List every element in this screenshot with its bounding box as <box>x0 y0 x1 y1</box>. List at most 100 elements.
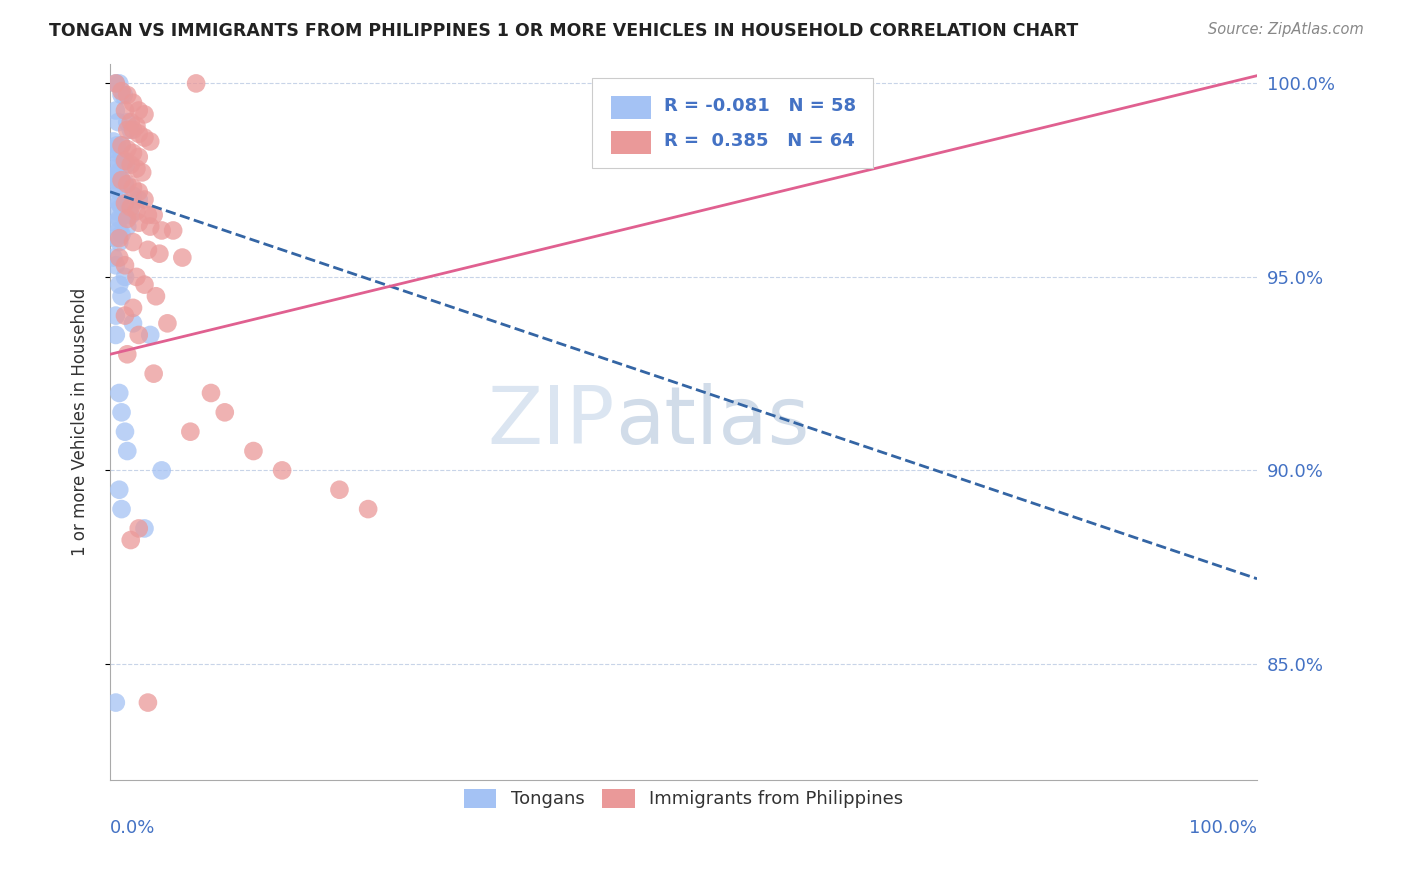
Text: R =  0.385   N = 64: R = 0.385 N = 64 <box>664 132 855 150</box>
Point <box>125 119 148 133</box>
Point <box>108 235 131 249</box>
Text: TONGAN VS IMMIGRANTS FROM PHILIPPINES 1 OR MORE VEHICLES IN HOUSEHOLD CORRELATIO: TONGAN VS IMMIGRANTS FROM PHILIPPINES 1 … <box>49 22 1078 40</box>
Point <box>108 173 131 187</box>
Point <box>110 84 132 98</box>
Point <box>104 327 127 342</box>
Point <box>115 158 138 172</box>
Point <box>128 127 150 141</box>
Point <box>103 169 125 184</box>
Point <box>122 235 145 249</box>
Point <box>105 146 128 161</box>
Point <box>136 696 159 710</box>
Point <box>120 208 142 222</box>
Point <box>120 123 142 137</box>
Point <box>108 483 131 497</box>
Point <box>104 181 127 195</box>
Point <box>328 483 350 497</box>
Point <box>107 165 129 179</box>
Point <box>139 135 162 149</box>
Legend: Tongans, Immigrants from Philippines: Tongans, Immigrants from Philippines <box>454 780 912 817</box>
Point <box>108 77 131 91</box>
Text: 100.0%: 100.0% <box>1189 819 1257 837</box>
Point <box>110 88 132 103</box>
Point <box>108 251 131 265</box>
Point <box>122 146 145 161</box>
Y-axis label: 1 or more Vehicles in Household: 1 or more Vehicles in Household <box>72 288 89 556</box>
Point <box>136 243 159 257</box>
Point <box>117 115 139 129</box>
Point <box>114 177 136 191</box>
Point <box>122 95 145 110</box>
Point <box>110 138 132 153</box>
Point <box>114 269 136 284</box>
Text: ZIP: ZIP <box>488 383 614 461</box>
Point <box>142 208 165 222</box>
Point <box>131 165 153 179</box>
Point <box>108 223 131 237</box>
Point <box>120 533 142 547</box>
Point <box>117 142 139 156</box>
Point <box>108 231 131 245</box>
Point <box>114 196 136 211</box>
Text: R = -0.081   N = 58: R = -0.081 N = 58 <box>664 97 856 115</box>
Point <box>184 77 207 91</box>
Point <box>110 173 132 187</box>
Point <box>148 246 170 260</box>
Point <box>139 327 162 342</box>
Point <box>142 367 165 381</box>
Point <box>114 153 136 168</box>
Point <box>104 77 127 91</box>
Point <box>104 309 127 323</box>
Point <box>128 216 150 230</box>
Point <box>117 444 139 458</box>
FancyBboxPatch shape <box>592 78 873 168</box>
Point <box>128 521 150 535</box>
Point <box>104 231 127 245</box>
Point <box>122 188 145 202</box>
Point <box>128 193 150 207</box>
Point <box>114 103 136 118</box>
Point <box>103 135 125 149</box>
Point <box>110 200 132 214</box>
Point <box>108 196 131 211</box>
Point <box>120 200 142 214</box>
Point <box>134 107 156 121</box>
Point <box>122 301 145 315</box>
Point <box>242 444 264 458</box>
Point <box>112 153 135 168</box>
Point <box>110 138 132 153</box>
Point <box>104 142 127 156</box>
Point <box>104 103 127 118</box>
Point <box>108 386 131 401</box>
Point <box>104 173 127 187</box>
Point <box>120 158 142 172</box>
Point <box>108 153 131 168</box>
Point <box>117 123 139 137</box>
Point <box>108 185 131 199</box>
Point <box>128 103 150 118</box>
Point <box>117 347 139 361</box>
Point <box>110 227 132 242</box>
Point <box>136 208 159 222</box>
Point <box>122 316 145 330</box>
Point <box>134 193 156 207</box>
Bar <box>612 130 651 153</box>
Point <box>200 386 222 401</box>
Point <box>114 425 136 439</box>
Point <box>104 258 127 272</box>
Point <box>117 219 139 234</box>
Point <box>128 185 150 199</box>
Point <box>134 130 156 145</box>
Point <box>120 115 142 129</box>
Point <box>134 521 156 535</box>
Point <box>172 251 194 265</box>
Text: atlas: atlas <box>614 383 808 461</box>
Point <box>104 216 127 230</box>
Point <box>122 123 145 137</box>
Point <box>110 405 132 419</box>
Point <box>112 208 135 222</box>
Point <box>114 309 136 323</box>
Point <box>110 502 132 516</box>
Point <box>107 115 129 129</box>
Bar <box>612 96 651 120</box>
